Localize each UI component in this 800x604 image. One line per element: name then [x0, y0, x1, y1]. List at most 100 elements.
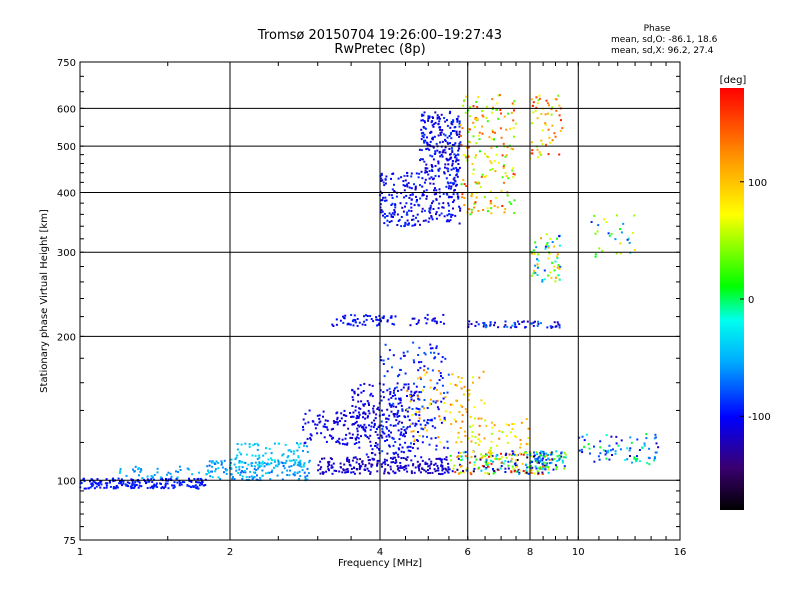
- data-point: [415, 390, 418, 393]
- data-point: [403, 189, 406, 192]
- data-point: [241, 466, 244, 469]
- data-point: [474, 117, 477, 120]
- data-point: [424, 167, 427, 170]
- data-point: [455, 166, 458, 169]
- data-point: [285, 459, 288, 462]
- data-point: [430, 418, 433, 421]
- data-point: [340, 417, 343, 420]
- data-point: [241, 478, 244, 480]
- data-point: [496, 102, 499, 105]
- data-point: [435, 189, 438, 192]
- data-point: [243, 470, 246, 472]
- data-point: [496, 468, 499, 471]
- data-point: [443, 471, 446, 474]
- data-point: [629, 447, 632, 450]
- data-point: [446, 470, 449, 473]
- data-point: [477, 134, 480, 137]
- data-point: [553, 458, 556, 460]
- data-point: [461, 414, 464, 417]
- data-point: [105, 478, 108, 481]
- data-point: [430, 121, 433, 124]
- data-point: [401, 206, 404, 209]
- data-point: [122, 480, 125, 483]
- data-point: [481, 132, 484, 135]
- data-point: [526, 320, 529, 323]
- data-point: [415, 195, 417, 198]
- data-point: [489, 452, 492, 455]
- data-point: [393, 213, 396, 216]
- data-point: [302, 465, 305, 468]
- data-point: [276, 465, 279, 468]
- data-point: [500, 112, 502, 115]
- data-point: [608, 234, 611, 237]
- data-point: [546, 242, 549, 244]
- data-point: [611, 454, 613, 456]
- data-point: [557, 94, 560, 97]
- data-point: [380, 179, 383, 182]
- data-point: [510, 203, 513, 205]
- data-point: [363, 320, 366, 323]
- data-point: [531, 149, 534, 152]
- data-point: [346, 442, 349, 445]
- data-point: [273, 460, 276, 463]
- data-point: [391, 202, 394, 205]
- data-point: [457, 472, 460, 475]
- data-point: [317, 469, 320, 472]
- data-point: [402, 451, 405, 454]
- data-point: [115, 484, 118, 487]
- data-point: [385, 215, 388, 217]
- data-point: [471, 162, 474, 165]
- y-tick-label: 400: [57, 188, 76, 199]
- data-point: [338, 437, 341, 440]
- data-point: [360, 435, 362, 438]
- data-point: [472, 168, 475, 171]
- phase-cluster-16: [379, 171, 462, 228]
- data-point: [386, 452, 389, 455]
- data-point: [208, 471, 210, 474]
- data-point: [535, 460, 538, 463]
- data-point: [438, 214, 441, 217]
- data-point: [604, 450, 607, 452]
- data-point: [470, 323, 473, 325]
- data-point: [405, 409, 407, 412]
- data-point: [423, 160, 426, 163]
- data-point: [429, 379, 432, 382]
- data-point: [457, 436, 460, 439]
- data-point: [481, 114, 484, 117]
- data-point: [411, 224, 414, 227]
- data-point: [376, 443, 379, 446]
- data-point: [458, 205, 461, 208]
- data-point: [256, 448, 259, 451]
- data-point: [382, 214, 384, 217]
- data-point: [526, 466, 528, 469]
- data-point: [251, 478, 254, 480]
- data-point: [493, 138, 495, 141]
- data-point: [365, 426, 368, 429]
- data-point: [153, 474, 156, 476]
- data-point: [470, 455, 473, 458]
- data-point: [558, 267, 561, 270]
- data-point: [303, 462, 306, 465]
- data-point: [425, 429, 428, 432]
- data-point: [458, 147, 461, 150]
- data-point: [418, 414, 421, 417]
- data-point: [442, 468, 445, 470]
- data-point: [314, 423, 317, 426]
- data-point: [325, 470, 328, 473]
- data-point: [397, 466, 400, 469]
- phase-cluster-21: [590, 214, 636, 258]
- data-point: [397, 375, 399, 378]
- data-point: [454, 142, 457, 145]
- data-point: [363, 429, 366, 431]
- data-point: [118, 471, 121, 474]
- data-point: [455, 399, 458, 402]
- data-point: [423, 469, 426, 472]
- data-point: [519, 439, 522, 441]
- data-point: [430, 164, 433, 166]
- data-point: [381, 199, 384, 201]
- data-point: [240, 461, 243, 464]
- data-point: [489, 449, 492, 452]
- data-point: [633, 456, 636, 459]
- data-point: [268, 447, 271, 450]
- data-point: [616, 214, 618, 217]
